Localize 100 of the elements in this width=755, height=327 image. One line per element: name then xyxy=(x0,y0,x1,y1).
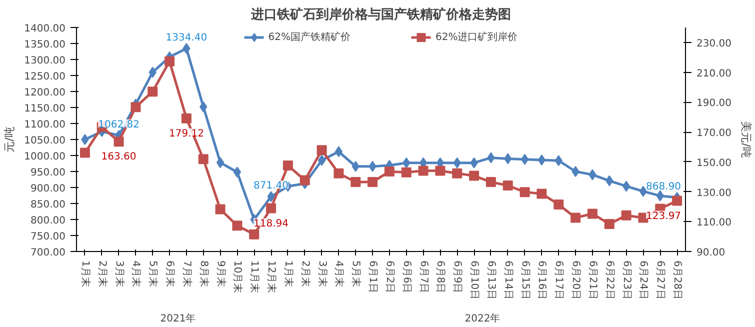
point xyxy=(198,154,208,164)
y-tick-label: 1050.00 xyxy=(24,136,66,146)
point xyxy=(334,168,344,178)
x-tick-label: 6月13日 xyxy=(485,260,496,300)
y-tick-label: 1200.00 xyxy=(24,88,66,98)
y-tick-label: 900.00 xyxy=(30,184,66,194)
y-tick-label: 1350.00 xyxy=(24,40,66,50)
point xyxy=(672,196,682,206)
point xyxy=(318,154,326,166)
y-tick-label: 1300.00 xyxy=(24,56,66,66)
x-tick-label: 4月末 xyxy=(333,260,346,287)
y-tick-label: 850.00 xyxy=(30,200,66,210)
x-tick-label: 1月末 xyxy=(282,260,294,287)
point xyxy=(536,188,547,199)
x-tick-label: 6月21日 xyxy=(586,260,598,300)
point xyxy=(266,203,276,214)
data-label: 868.90 xyxy=(646,181,682,192)
x-tick-label: 3月末 xyxy=(316,260,328,287)
x-tick-label: 9月末 xyxy=(214,260,227,287)
y2-tick-label: 150.00 xyxy=(696,158,732,169)
x-tick-label: 6月23日 xyxy=(620,260,632,300)
x-tick-label: 3月末 xyxy=(113,260,126,287)
point xyxy=(502,180,513,190)
x-tick-label: 6月14日 xyxy=(502,260,514,300)
x-tick-label: 10月末 xyxy=(232,260,244,294)
y2-tick-label: 130.00 xyxy=(696,188,732,199)
data-label: 179.12 xyxy=(168,128,204,140)
point xyxy=(300,175,310,186)
point xyxy=(622,180,630,192)
point xyxy=(148,86,158,97)
x-tick-label: 6月2日 xyxy=(384,260,395,294)
text: 2021年 xyxy=(160,312,196,324)
x-tick-label: 6月末 xyxy=(164,260,176,287)
legend-label: 62%进口矿到岸价 xyxy=(436,30,518,44)
x-tick-label: 7月末 xyxy=(180,260,193,287)
point xyxy=(350,177,361,188)
x-tick-label: 6月28日 xyxy=(672,260,683,300)
point xyxy=(316,145,327,156)
point xyxy=(554,199,564,210)
x-tick-label: 5月末 xyxy=(147,260,160,287)
x-tick-label: 6月7日 xyxy=(418,260,429,294)
x-tick-label: 6月22日 xyxy=(604,260,615,300)
x-tick-label: 11月末 xyxy=(248,260,261,294)
point xyxy=(130,102,141,112)
y-tick-label: 750.00 xyxy=(30,232,66,242)
data-label: 123.97 xyxy=(646,210,682,222)
data-label: 118.94 xyxy=(254,218,289,230)
point xyxy=(604,219,614,230)
y2-tick-label: 170.00 xyxy=(696,128,732,140)
x-tick-label: 6月24日 xyxy=(638,260,649,300)
point xyxy=(452,168,462,178)
point xyxy=(181,113,192,124)
data-label: 871.40 xyxy=(254,180,289,192)
x-tick-label: 6月9日 xyxy=(452,260,463,294)
x-tick-label: 6月10日 xyxy=(468,260,480,300)
point xyxy=(621,210,632,220)
x-tick-label: 6月1日 xyxy=(367,260,378,294)
point xyxy=(232,220,242,231)
y-tick-label: 1100.00 xyxy=(24,120,66,130)
point xyxy=(587,208,598,219)
point xyxy=(486,177,496,188)
x-tick-label: 8月末 xyxy=(198,260,210,287)
x-tick-label: 1月末 xyxy=(79,260,92,287)
point xyxy=(384,166,394,176)
y-axis-title: 元/吨 xyxy=(3,126,16,152)
point xyxy=(233,166,242,178)
point xyxy=(114,136,124,147)
point xyxy=(216,157,224,168)
x-tick-label: 6月6日 xyxy=(400,260,412,294)
data-label: 1334.40 xyxy=(166,32,208,44)
point xyxy=(249,229,260,240)
x-tick-label: 4月末 xyxy=(130,260,142,287)
x-tick-label: 2月末 xyxy=(96,260,108,287)
text: 2022年 xyxy=(464,312,500,324)
point xyxy=(81,134,89,145)
y2-tick-label: 210.00 xyxy=(696,68,732,80)
point xyxy=(520,154,529,165)
x-tick-label: 6月20日 xyxy=(570,260,582,300)
chart-title: 进口铁矿石到岸价格与国产铁精矿价格走势图 xyxy=(250,6,511,22)
y-tick-label: 800.00 xyxy=(30,216,66,226)
data-label: 1062.82 xyxy=(98,119,140,130)
point xyxy=(538,154,546,166)
y-tick-label: 1400.00 xyxy=(24,24,66,34)
x-tick-label: 6月16日 xyxy=(536,260,548,300)
y-tick-label: 1250.00 xyxy=(24,72,66,82)
y2-axis-title: 美元/吨 xyxy=(739,121,752,158)
point xyxy=(469,170,480,181)
point xyxy=(418,166,428,176)
y2-tick-label: 110.00 xyxy=(696,218,732,229)
y2-tick-label: 90.00 xyxy=(696,248,726,258)
x-tick-label: 6月27日 xyxy=(654,260,666,300)
point xyxy=(368,177,378,188)
point xyxy=(215,204,226,214)
y2-tick-label: 190.00 xyxy=(696,98,732,110)
x-tick-label: 6月17日 xyxy=(553,260,564,300)
point xyxy=(282,160,293,170)
point xyxy=(80,148,90,158)
point xyxy=(520,187,530,198)
point xyxy=(164,56,175,66)
y-tick-label: 950.00 xyxy=(30,168,66,178)
